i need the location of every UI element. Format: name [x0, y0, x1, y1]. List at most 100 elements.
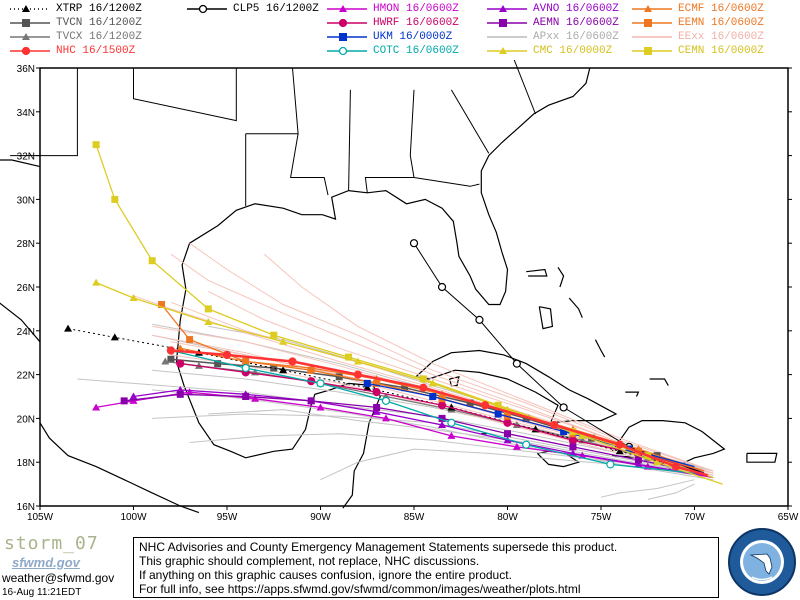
- eleuthera-coastline: [568, 297, 583, 318]
- caicos-coastline: [649, 378, 669, 386]
- legend-swatch: [327, 5, 367, 12]
- state-border: [290, 133, 329, 196]
- track-line: [413, 242, 705, 474]
- lon-tick-label: 95W: [217, 512, 238, 523]
- legend-swatch: [487, 5, 527, 12]
- track-point: [279, 366, 288, 374]
- track-point: [129, 392, 138, 400]
- legend-label: AVNO 16/0600Z: [533, 3, 619, 15]
- state-border: [413, 177, 480, 187]
- track-point: [559, 403, 568, 412]
- track-point: [653, 458, 662, 466]
- track-point: [345, 353, 353, 361]
- track-point: [167, 355, 175, 363]
- track-point: [166, 346, 175, 355]
- legend-label: UKM 16/0000Z: [373, 31, 453, 43]
- legend-label: TVCN 16/1200Z: [56, 17, 142, 29]
- long-island-coastline: [594, 339, 606, 358]
- apxx-ensemble-track: [600, 479, 695, 498]
- puerto-rico-coastline: [746, 452, 778, 463]
- state-border: [513, 60, 536, 115]
- lat-tick-label: 26N: [17, 283, 35, 294]
- legend-label: ECMF 16/0600Z: [678, 3, 764, 15]
- legend-swatch: [487, 47, 527, 54]
- lat-tick-label: 20N: [17, 414, 35, 425]
- us-gulf-coast-coastline: [181, 67, 591, 306]
- track-point: [64, 324, 73, 332]
- legend-label: CMC 16/0000Z: [533, 45, 613, 57]
- legend-label: COTC 16/0600Z: [373, 45, 459, 57]
- model-track-cotc: [166, 346, 695, 474]
- track-point: [512, 442, 521, 450]
- legend-swatch: [487, 19, 527, 27]
- track-point: [447, 418, 456, 427]
- legend-label: XTRP 16/1200Z: [56, 3, 142, 15]
- mexico-west-coast-coastline: [39, 422, 200, 514]
- track-line: [133, 389, 705, 476]
- legend-label: APxx 16/0600Z: [533, 31, 619, 43]
- legend-swatch: [487, 36, 527, 38]
- legend-swatch: [10, 33, 50, 40]
- apxx-ensemble-track: [77, 378, 714, 474]
- track-point: [550, 420, 559, 430]
- coastline-layer: [0, 60, 778, 514]
- disclaimer-line: This graphic should complement, not repl…: [139, 554, 480, 568]
- disclaimer-line: If anything on this graphic causes confu…: [139, 568, 512, 582]
- legend-swatch: [632, 19, 672, 27]
- legend-swatch: [327, 46, 367, 56]
- contact-email[interactable]: weather@sfwmd.gov: [2, 571, 115, 585]
- eexx-ensemble-track: [264, 253, 714, 472]
- track-point: [634, 460, 643, 468]
- track-point: [204, 318, 213, 326]
- sfwmd-seal-logo: [728, 528, 796, 596]
- track-point: [504, 430, 511, 438]
- sfwmd-logo[interactable]: sfwmd.gov: [12, 555, 80, 570]
- track-point: [161, 357, 170, 365]
- state-border: [364, 89, 415, 193]
- track-point: [279, 337, 288, 345]
- legend-swatch: [632, 47, 672, 55]
- legend-swatch: [632, 5, 672, 12]
- track-line: [124, 393, 705, 474]
- track-point: [288, 357, 297, 366]
- us-border-segment-coastline: [0, 159, 41, 168]
- track-point: [353, 370, 362, 379]
- lon-tick-label: 80W: [497, 512, 518, 523]
- legend-label: NHC 16/1500Z: [56, 45, 136, 57]
- lat-tick-label: 28N: [17, 239, 35, 250]
- apxx-ensemble-track: [647, 483, 695, 500]
- legend-swatch: [632, 36, 672, 38]
- lon-tick-label: 105W: [27, 512, 54, 523]
- lat-tick-label: 32N: [17, 152, 35, 163]
- model-track-cemn: [92, 141, 714, 479]
- legend-label: EEMN 16/0600Z: [678, 17, 764, 29]
- cuba-coastline: [415, 349, 618, 424]
- track-point: [129, 293, 138, 301]
- disclaimer-box: NHC Advisories and County Emergency Mana…: [133, 537, 719, 598]
- track-point: [194, 361, 203, 369]
- track-point: [186, 336, 194, 344]
- track-point: [307, 366, 315, 374]
- track-point: [671, 462, 680, 471]
- track-point: [578, 431, 587, 439]
- grand-bahama-coastline: [526, 268, 548, 277]
- track-point: [120, 397, 128, 405]
- track-point: [335, 373, 343, 381]
- track-point: [176, 390, 184, 398]
- track-point: [214, 360, 222, 368]
- lat-tick-label: 18N: [17, 458, 35, 469]
- track-point: [373, 403, 381, 411]
- track-point: [494, 401, 502, 409]
- legend-label: HMON 16/0600Z: [373, 3, 459, 15]
- track-point: [316, 379, 325, 388]
- track-point: [437, 401, 447, 410]
- track-point: [158, 301, 166, 309]
- track-point: [307, 397, 315, 405]
- legend-label: CEMN 16/0000Z: [678, 45, 764, 57]
- model-track-cmc: [92, 278, 723, 485]
- track-point: [438, 420, 447, 428]
- track-point: [438, 414, 446, 422]
- inagua-coastline: [625, 391, 640, 397]
- lon-tick-label: 90W: [310, 512, 331, 523]
- disclaimer-link[interactable]: For full info, see https://apps.sfwmd.go…: [139, 582, 581, 596]
